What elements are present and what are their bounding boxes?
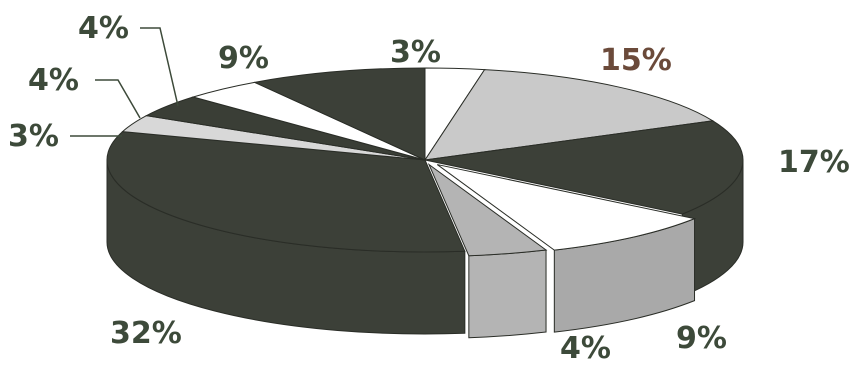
leader-line-0 — [140, 27, 179, 107]
leader-line-1 — [95, 79, 141, 119]
slice-label-9: 9% — [218, 41, 269, 76]
slice-label-0: 3% — [390, 35, 441, 70]
slice-label-4: 4% — [560, 331, 611, 362]
pie-slice-5 — [106, 131, 466, 253]
pie-slice-4 — [427, 162, 548, 257]
pie-slice-3 — [436, 164, 697, 251]
pie-slice-1 — [423, 69, 715, 161]
slice-label-6: 3% — [8, 119, 59, 154]
pie-slice-9 — [252, 67, 426, 161]
slice-label-1: 15% — [600, 43, 672, 78]
pie-side-4 — [468, 249, 547, 339]
slice-label-7: 4% — [28, 63, 79, 98]
pie-top-faces — [106, 67, 744, 257]
pie-slice-2 — [424, 120, 744, 215]
slice-label-3: 9% — [676, 321, 727, 356]
pie-side-walls — [106, 159, 744, 339]
slice-label-5: 32% — [110, 316, 182, 351]
slice-labels: 3% 15% 17% 9% 4% 32% 3% 4% 4% 9% — [8, 11, 850, 366]
slice-label-2: 17% — [778, 145, 850, 180]
slice-label-8: 4% — [78, 11, 129, 46]
leader-lines — [70, 27, 179, 137]
